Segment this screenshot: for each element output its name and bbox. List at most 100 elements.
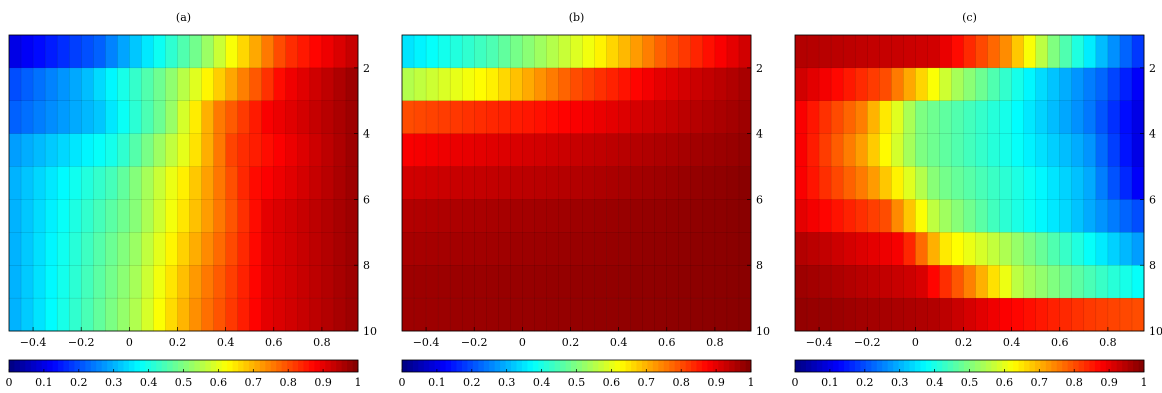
heatmap-cell xyxy=(1095,34,1109,69)
heatmap-cell xyxy=(297,34,311,69)
colorbar-swatch xyxy=(161,360,168,372)
heatmap-cell xyxy=(618,297,632,332)
heatmap-cell xyxy=(345,133,359,168)
heatmap-cell xyxy=(642,265,656,299)
heatmap-cell xyxy=(534,265,547,299)
heatmap-cell xyxy=(117,265,130,299)
heatmap-cell xyxy=(951,297,964,332)
heatmap-cell xyxy=(794,265,808,299)
heatmap-cell xyxy=(654,297,668,332)
heatmap-cell xyxy=(333,34,347,69)
colorbar-swatch xyxy=(156,360,163,372)
colorbar-swatch xyxy=(876,360,883,372)
colorbar-swatch xyxy=(494,360,501,372)
colorbar-swatch xyxy=(489,360,496,372)
heatmap-cell xyxy=(522,166,535,200)
colorbar-swatch xyxy=(931,360,938,372)
heatmap-cell xyxy=(642,133,656,168)
heatmap-cell xyxy=(32,265,46,299)
heatmap-cell xyxy=(20,133,34,168)
heatmap-cell xyxy=(987,199,1001,233)
heatmap-cell xyxy=(401,67,415,102)
heatmap-cell xyxy=(939,265,952,299)
heatmap-cell xyxy=(153,34,166,69)
x-axis-ticks: −0.4 −0.2 0 0.2 0.4 0.6 0.8 xyxy=(806,327,1117,349)
heatmap-cell xyxy=(654,265,668,299)
heatmap-cell xyxy=(1083,100,1097,135)
heatmap-cell xyxy=(630,265,644,299)
heatmap-cell xyxy=(141,232,154,266)
heatmap-cell xyxy=(285,100,299,135)
heatmap-cell xyxy=(987,265,1001,299)
heatmap-cell xyxy=(297,133,311,168)
heatmap-cell xyxy=(927,232,940,266)
heatmap-cell xyxy=(129,297,142,332)
colorbar-swatch xyxy=(680,360,686,372)
colorbar-swatch xyxy=(210,360,217,372)
heatmap-cell xyxy=(285,265,299,299)
colorbar-swatch xyxy=(14,360,21,372)
heatmap-cell xyxy=(1131,100,1145,135)
heatmap-cell xyxy=(213,232,227,266)
heatmap-cell xyxy=(1047,265,1061,299)
heatmap-cell xyxy=(654,34,668,69)
heatmap-cell xyxy=(105,297,118,332)
heatmap-cell xyxy=(522,100,535,135)
colorbar-swatch xyxy=(112,360,119,372)
colorbar-swatch xyxy=(145,360,152,372)
heatmap-cell xyxy=(830,166,844,200)
colorbar-swatch xyxy=(58,360,64,372)
heatmap-cell xyxy=(273,34,287,69)
colorbar-swatch xyxy=(314,360,321,372)
y-tick-label: 2 xyxy=(756,62,763,75)
heatmap-cell xyxy=(165,199,178,233)
heatmap-cell xyxy=(594,67,608,102)
heatmap-cell xyxy=(678,133,692,168)
heatmap-cell xyxy=(321,34,335,69)
heatmap-cell xyxy=(425,265,439,299)
heatmap-cell xyxy=(213,199,227,233)
heatmap-cell xyxy=(891,100,904,135)
colorbar-swatch xyxy=(691,360,697,372)
colorbar-tick-label: 1 xyxy=(748,376,755,389)
heatmap-cell xyxy=(654,133,668,168)
heatmap-cell xyxy=(498,67,511,102)
heatmap-cell xyxy=(68,67,82,102)
heatmap-cell xyxy=(690,232,704,266)
heatmap-cell xyxy=(189,166,203,200)
colorbar-swatch xyxy=(609,360,616,372)
heatmap-cell xyxy=(449,265,463,299)
heatmap-cell xyxy=(165,297,178,332)
heatmap-cell xyxy=(333,199,347,233)
heatmap-cell xyxy=(818,232,832,266)
heatmap-cell xyxy=(738,199,752,233)
heatmap-cell xyxy=(939,67,952,102)
colorbar-swatch xyxy=(1007,360,1014,372)
heatmap-cell xyxy=(486,199,499,233)
heatmap-cell xyxy=(582,265,596,299)
colorbar-tick-label: 0.8 xyxy=(279,376,297,389)
colorbar-swatch xyxy=(658,360,665,372)
colorbar-swatch xyxy=(538,360,545,372)
heatmap-cell xyxy=(141,67,154,102)
colorbar-swatch xyxy=(625,360,632,372)
heatmap-cell xyxy=(20,34,34,69)
heatmap-cell xyxy=(1011,265,1025,299)
heatmap-cell xyxy=(237,67,251,102)
y-tick-label: 6 xyxy=(756,193,763,206)
heatmap-cell xyxy=(1011,67,1025,102)
heatmap-cell xyxy=(630,166,644,200)
heatmap-cell xyxy=(437,265,451,299)
heatmap-cell xyxy=(44,67,58,102)
heatmap-cell xyxy=(189,67,203,102)
heatmap-cell xyxy=(690,265,704,299)
colorbar-swatch xyxy=(942,360,949,372)
heatmap-cell xyxy=(842,133,856,168)
heatmap-cell xyxy=(534,199,547,233)
colorbar-swatch xyxy=(996,360,1003,372)
heatmap-cell xyxy=(213,265,227,299)
colorbar-tick-label: 0.1 xyxy=(821,376,839,389)
colorbar-swatch xyxy=(833,360,840,372)
heatmap-cell xyxy=(678,265,692,299)
colorbar-swatch xyxy=(1062,360,1069,372)
